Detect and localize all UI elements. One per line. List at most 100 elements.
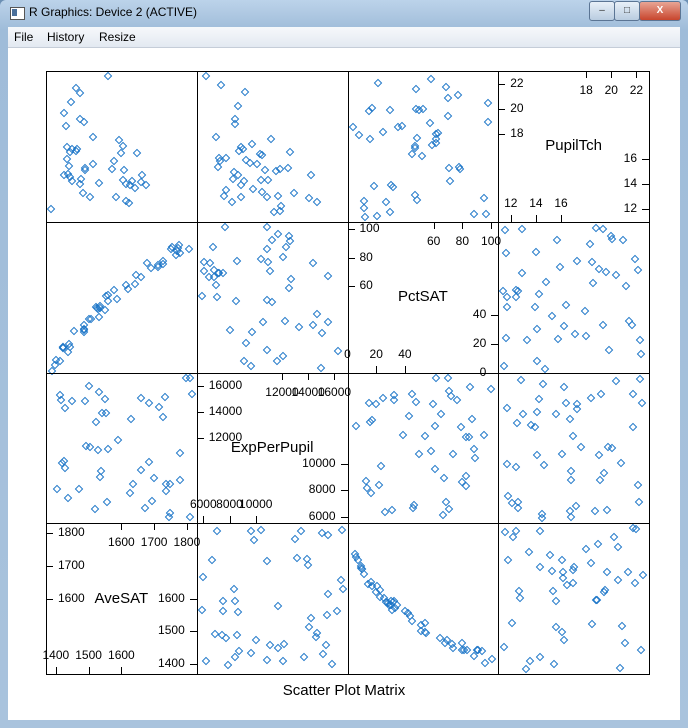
minimize-button[interactable]: – [589, 1, 615, 21]
tick-label: 16 [623, 150, 637, 165]
tick-label: 100 [359, 220, 380, 235]
tick-mark [154, 523, 156, 531]
tick-mark [46, 598, 53, 600]
tick-label: 1400 [42, 648, 70, 662]
tick-label: 1500 [75, 648, 102, 662]
tick-label: 14 [623, 176, 637, 191]
tick-mark [55, 667, 57, 674]
diagonal-label: AveSAT [94, 589, 149, 607]
tick-mark [255, 516, 257, 524]
plot-canvas: Scatter Plot Matrix PupilTch 12 14 16 18 20 22… [8, 48, 680, 720]
tick-mark [491, 343, 499, 345]
tick-label: 1800 [173, 535, 201, 550]
minimize-icon: – [599, 5, 605, 16]
tick-mark [498, 83, 506, 85]
tick-mark [642, 158, 649, 160]
x-axis-label: Scatter Plot Matrix [282, 682, 406, 699]
panel-0-1 [196, 71, 349, 223]
close-icon: X [656, 5, 664, 16]
tick-mark [404, 365, 406, 373]
panel-0-2 [347, 71, 500, 223]
tick-label: 60 [426, 233, 441, 248]
tick-label: 16000 [208, 377, 243, 392]
tick-mark [229, 516, 231, 524]
tick-label: 16000 [317, 384, 352, 399]
tick-label: 0 [344, 346, 351, 361]
tick-mark [203, 516, 205, 524]
menu-file[interactable]: File [14, 30, 34, 44]
tick-mark [498, 133, 506, 135]
tick-mark [462, 221, 464, 229]
tick-label: 1600 [108, 535, 135, 550]
tick-label: 20 [369, 346, 383, 361]
menu-resize[interactable]: Resize [99, 30, 136, 44]
tick-mark [535, 214, 537, 222]
tick-mark [347, 286, 355, 288]
tick-mark [586, 71, 588, 78]
tick-label: 1800 [58, 525, 85, 540]
tick-label: 100 [481, 233, 502, 248]
tick-mark [611, 71, 613, 78]
tick-label: 12 [623, 201, 637, 216]
maximize-icon: □ [623, 5, 631, 16]
tick-mark [347, 365, 349, 373]
window-title: R Graphics: Device 2 (ACTIVE) [29, 5, 198, 19]
tick-label: 80 [359, 249, 373, 264]
tick-mark [121, 667, 123, 674]
tick-mark [642, 184, 649, 186]
tick-label: 0 [479, 364, 487, 379]
tick-mark [561, 214, 563, 222]
tick-mark [340, 490, 348, 492]
tick-mark [334, 372, 336, 380]
tick-mark [510, 214, 512, 222]
title-bar[interactable]: R Graphics: Device 2 (ACTIVE) – □ X [0, 0, 688, 26]
tick-label: 20 [604, 83, 618, 97]
tick-label: 40 [472, 307, 487, 322]
tick-label: 60 [359, 278, 373, 293]
tick-mark [491, 221, 493, 229]
tick-mark [186, 523, 188, 531]
tick-label: 1400 [158, 656, 185, 671]
tick-mark [46, 533, 53, 535]
panel-1-3 [498, 221, 650, 374]
tick-label: 12000 [208, 430, 243, 445]
tick-label: 1600 [58, 590, 85, 605]
menu-history[interactable]: History [47, 30, 85, 44]
tick-mark [121, 523, 123, 531]
tick-label: 14 [529, 195, 543, 210]
tick-label: 1600 [108, 648, 135, 662]
tick-label: 10000 [302, 456, 336, 471]
tick-mark [433, 221, 435, 229]
tick-label: 14000 [291, 384, 325, 399]
tick-label: 18 [510, 125, 524, 140]
app-icon [10, 7, 25, 20]
tick-mark [196, 411, 204, 413]
tick-mark [189, 598, 197, 600]
tick-label: 12 [504, 195, 518, 210]
tick-mark [636, 71, 638, 78]
close-button[interactable]: X [639, 1, 681, 21]
tick-mark [189, 664, 197, 666]
tick-label: 20 [472, 335, 487, 350]
tick-label: 80 [455, 233, 470, 248]
tick-label: 8000 [308, 482, 336, 497]
tick-mark [189, 631, 197, 633]
tick-mark [340, 464, 348, 466]
tick-mark [196, 438, 204, 440]
tick-label: 1700 [140, 535, 168, 550]
tick-mark [88, 667, 90, 674]
tick-label: 22 [510, 75, 524, 90]
panel-3-3 [498, 523, 650, 675]
tick-mark [308, 372, 310, 380]
tick-label: 6000 [308, 508, 336, 523]
tick-mark [196, 385, 204, 387]
tick-label: 18 [579, 83, 593, 97]
tick-label: 12000 [265, 384, 299, 399]
tick-label: 1500 [158, 623, 185, 638]
tick-mark [642, 209, 649, 211]
tick-label: 10000 [239, 497, 273, 512]
tick-label: 1700 [58, 557, 85, 572]
tick-label: 22 [629, 83, 644, 97]
maximize-button[interactable]: □ [614, 1, 640, 21]
